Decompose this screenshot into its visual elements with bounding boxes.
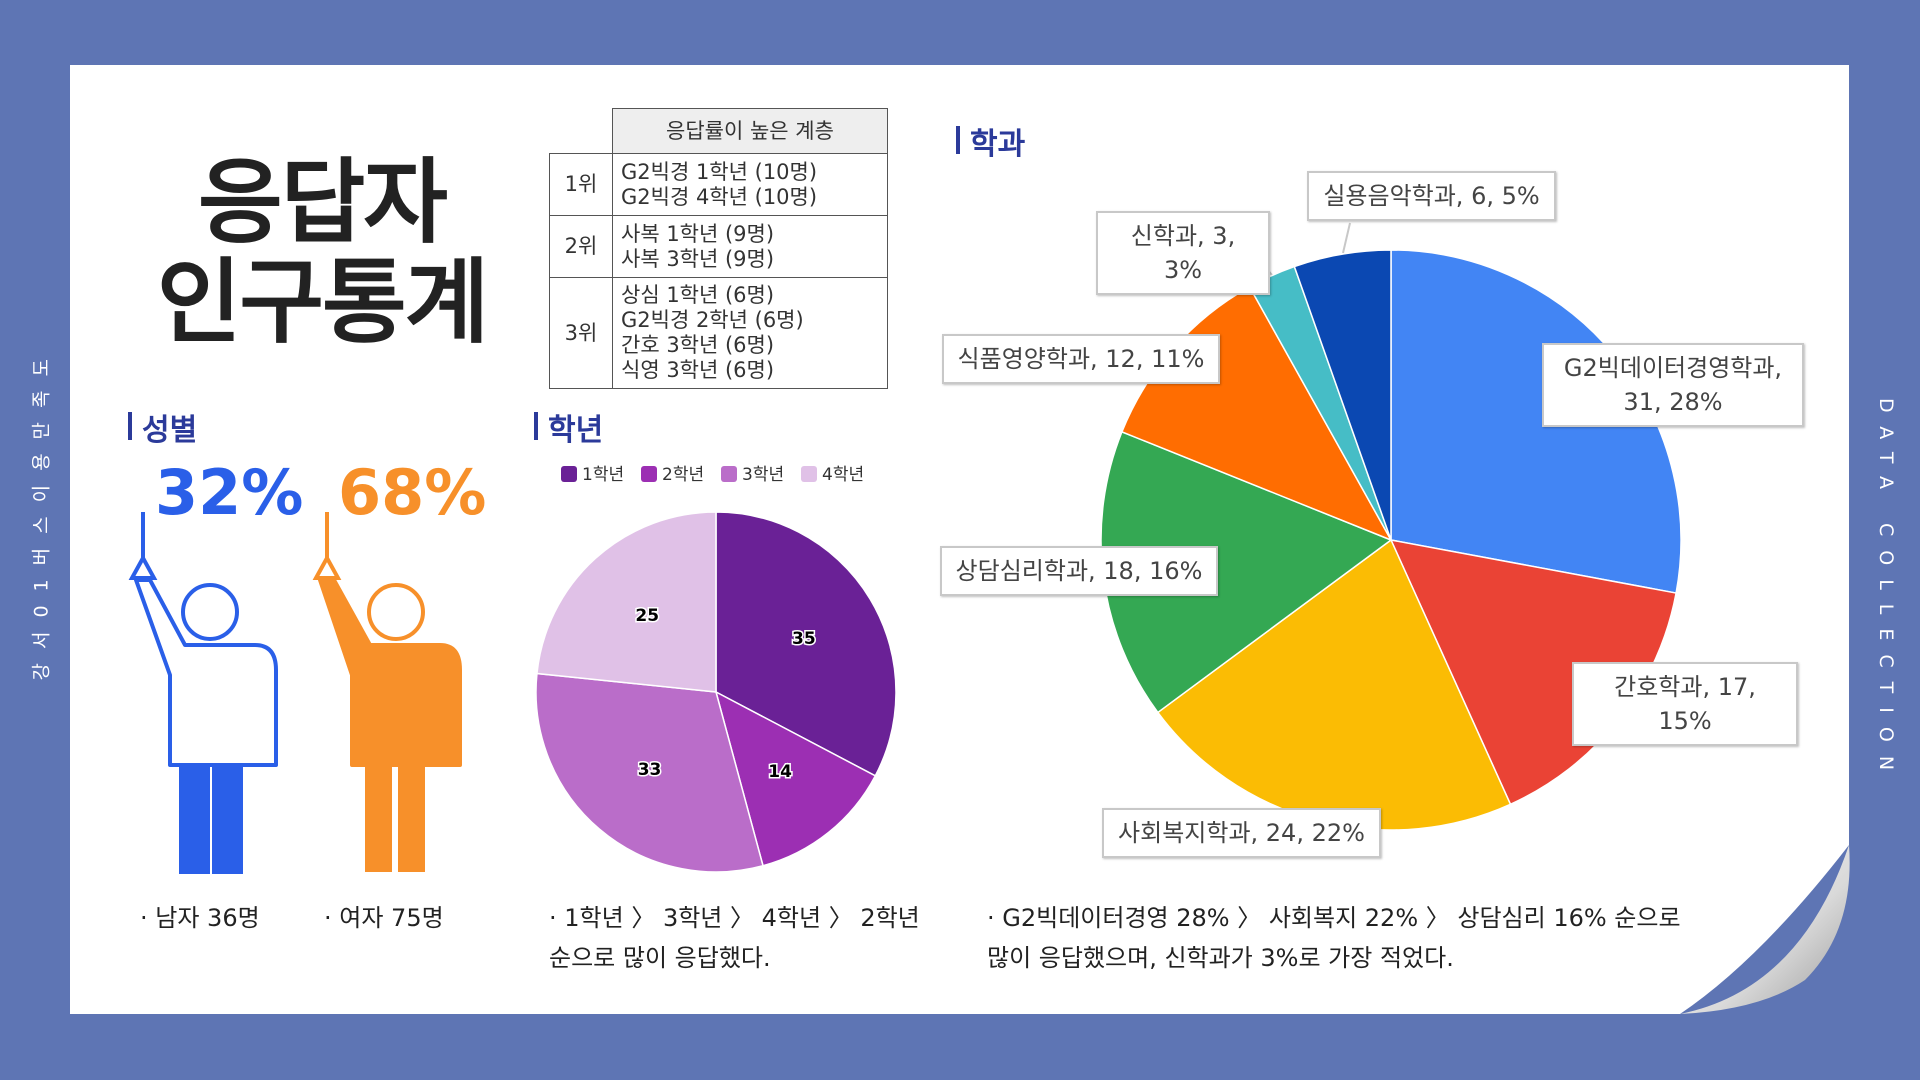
heading-bar bbox=[128, 412, 132, 440]
slice-label: 식품영양학과, 12, 11% bbox=[942, 334, 1220, 384]
heading-bar bbox=[534, 412, 538, 440]
item: 사복 1학년 (9명) bbox=[621, 221, 775, 246]
slice-label: 35 bbox=[792, 629, 816, 649]
legend-swatch bbox=[641, 466, 657, 482]
rank-cell: G2빅경 1학년 (10명) G2빅경 4학년 (10명) bbox=[612, 153, 888, 216]
note-line: · 1학년 〉 3학년 〉 4학년 〉 2학년 bbox=[549, 904, 920, 932]
item: G2빅경 4학년 (10명) bbox=[621, 184, 818, 209]
pie-slice bbox=[535, 672, 764, 873]
legend-label: 3학년 bbox=[742, 465, 784, 485]
rank: 1위 bbox=[549, 153, 613, 216]
item: G2빅경 2학년 (6명) bbox=[621, 308, 804, 332]
rank-cell: 상심 1학년 (6명) G2빅경 2학년 (6명) 간호 3학년 (6명) 식영 3학… bbox=[612, 277, 888, 389]
female-label: · 여자 75명 bbox=[324, 904, 444, 932]
item: 간호 3학년 (6명) bbox=[621, 333, 775, 357]
pie-slice bbox=[715, 511, 897, 777]
section-heading: 학년 bbox=[548, 413, 604, 448]
slice-label: 33 bbox=[638, 760, 662, 780]
legend-label: 4학년 bbox=[822, 465, 864, 485]
note-line: 많이 응답했으며, 신학과가 3%로 가장 적었다. bbox=[987, 944, 1454, 972]
section-heading: 학과 bbox=[970, 127, 1026, 162]
female-figure bbox=[312, 512, 462, 872]
item: G2빅경 1학년 (10명) bbox=[621, 159, 818, 184]
slice-label: 실용음악학과, 6, 5% bbox=[1307, 171, 1556, 221]
table-header: 응답률이 높은 계층 bbox=[612, 108, 888, 154]
heading-bar bbox=[956, 126, 960, 154]
rank: 3위 bbox=[549, 277, 613, 389]
legend-swatch bbox=[561, 466, 577, 482]
slice-label: 상담심리학과, 18, 16% bbox=[940, 546, 1218, 596]
pie-slice bbox=[536, 511, 717, 693]
side-right-text: DATA COLLECTION bbox=[1875, 398, 1897, 785]
slice-label: 사회복지학과, 24, 22% bbox=[1102, 808, 1381, 858]
item: 사복 3학년 (9명) bbox=[621, 246, 775, 271]
male-label: · 남자 36명 bbox=[140, 904, 260, 932]
slice-label: 25 bbox=[635, 606, 659, 626]
note-line: · G2빅데이터경영 28% 〉 사회복지 22% 〉 상담심리 16% 순으로 bbox=[987, 904, 1681, 932]
legend-swatch bbox=[801, 466, 817, 482]
grade-note: · 1학년 〉 3학년 〉 4학년 〉 2학년 순으로 많이 응답했다. bbox=[549, 898, 920, 978]
note-line: 순으로 많이 응답했다. bbox=[549, 944, 771, 972]
legend-label: 2학년 bbox=[662, 465, 704, 485]
male-percent: 32% bbox=[155, 456, 304, 529]
rank: 2위 bbox=[549, 215, 613, 278]
section-heading: 성별 bbox=[142, 413, 198, 448]
title-line: 응답자 bbox=[198, 149, 448, 256]
rank-cell: 사복 1학년 (9명) 사복 3학년 (9명) bbox=[612, 215, 888, 278]
side-left-text: 강서01버스이용만족도 bbox=[30, 345, 53, 681]
page-curl bbox=[1680, 845, 1850, 1014]
slice-label: 간호학과, 17, 15% bbox=[1572, 662, 1798, 746]
legend-label: 1학년 bbox=[582, 465, 624, 485]
slice-label: G2빅데이터경영학과, 31, 28% bbox=[1542, 343, 1804, 427]
female-percent: 68% bbox=[338, 456, 487, 529]
pie-slice bbox=[1293, 249, 1392, 541]
item: 상심 1학년 (6명) bbox=[621, 283, 775, 307]
item: 식영 3학년 (6명) bbox=[621, 358, 775, 382]
pie-slice bbox=[714, 690, 877, 867]
male-figure bbox=[128, 512, 278, 874]
dept-note: · G2빅데이터경영 28% 〉 사회복지 22% 〉 상담심리 16% 순으로… bbox=[987, 898, 1681, 978]
rank-table: 응답률이 높은 계층 1위 G2빅경 1학년 (10명) G2빅경 4학년 (10… bbox=[549, 108, 888, 389]
slice-label: 신학과, 3, 3% bbox=[1096, 211, 1270, 295]
title-line: 인구통계 bbox=[156, 249, 490, 356]
slice-label: 14 bbox=[768, 762, 792, 782]
legend-swatch bbox=[721, 466, 737, 482]
